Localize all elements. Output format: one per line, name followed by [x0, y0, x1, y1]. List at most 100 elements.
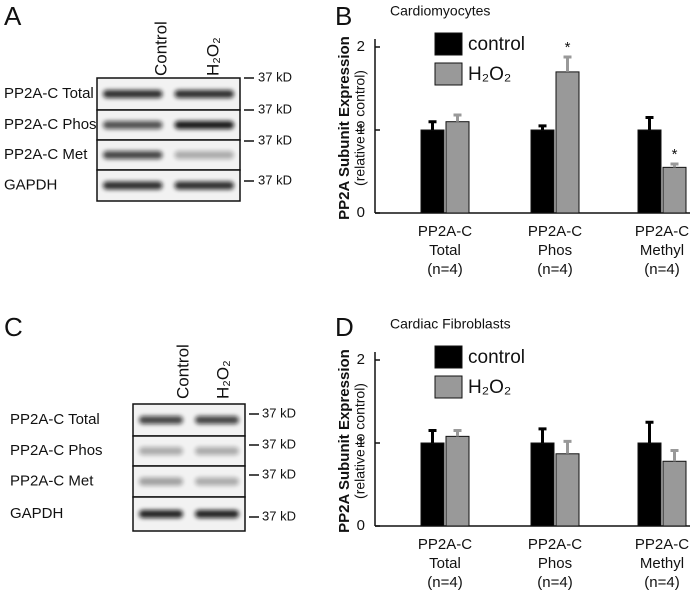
x-tick-label: Phos	[538, 242, 572, 259]
x-tick-label: (n=4)	[427, 574, 462, 591]
legend-label: control	[468, 347, 525, 368]
marker-label: 37 kD	[258, 132, 292, 147]
blot-band	[139, 447, 183, 455]
error-bar	[645, 420, 654, 443]
x-tick-label: PP2A-C	[528, 223, 582, 240]
blot-row-label: PP2A-C Met	[10, 472, 94, 489]
legend-label: H₂O₂	[468, 64, 511, 85]
bar	[420, 129, 445, 214]
x-tick-label: (n=4)	[537, 574, 572, 591]
blot-band	[139, 510, 183, 518]
bar	[420, 442, 445, 527]
error-bar	[453, 113, 462, 122]
legend-swatch	[434, 375, 463, 399]
blot-band	[103, 121, 163, 129]
blot-band	[103, 181, 163, 190]
error-bar	[428, 120, 437, 130]
y-axis-note: (relative to control)	[352, 383, 368, 499]
legend-swatch	[434, 32, 463, 56]
marker-label: 37 kD	[258, 172, 292, 187]
error-bar	[563, 55, 572, 72]
bar	[662, 460, 687, 527]
legend-swatch	[434, 62, 463, 86]
x-tick-label: (n=4)	[427, 261, 462, 278]
blot-band	[103, 90, 163, 98]
lane-label: Control	[151, 21, 170, 76]
y-axis-note: (relative to control)	[352, 70, 368, 186]
blot-row-label: PP2A-C Total	[10, 411, 100, 428]
error-bar	[453, 429, 462, 437]
panel-letter: C	[4, 312, 23, 342]
x-tick-label: (n=4)	[644, 261, 679, 278]
error-bar	[538, 427, 547, 443]
panel-letter: D	[335, 312, 354, 342]
error-bar	[645, 116, 654, 130]
legend-label: H₂O₂	[468, 377, 511, 398]
blot-band	[195, 510, 239, 518]
marker-label: 37 kD	[262, 508, 296, 523]
marker-label: 37 kD	[262, 466, 296, 481]
x-tick-label: PP2A-C	[635, 223, 689, 240]
y-axis-label: PP2A Subunit Expression	[336, 349, 353, 533]
marker-label: 37 kD	[262, 405, 296, 420]
blot-band	[195, 477, 239, 486]
bar	[530, 442, 555, 527]
y-tick-label: 2	[357, 351, 365, 368]
x-tick-label: PP2A-C	[418, 223, 472, 240]
blot-band	[139, 416, 183, 424]
y-tick-label: 1	[357, 121, 365, 138]
x-tick-label: (n=4)	[537, 261, 572, 278]
marker-label: 37 kD	[258, 101, 292, 116]
x-tick-label: Phos	[538, 555, 572, 572]
y-tick-label: 0	[357, 517, 365, 534]
bar	[555, 453, 580, 527]
blot-band	[174, 151, 234, 159]
bar	[530, 129, 555, 214]
blot-band	[195, 447, 239, 455]
blot-row-label: GAPDH	[10, 505, 63, 522]
x-tick-label: Methyl	[640, 242, 684, 259]
y-axis-label: PP2A Subunit Expression	[336, 36, 353, 220]
panel-letter: B	[335, 1, 352, 31]
y-tick-label: 2	[357, 38, 365, 55]
significance-mark: *	[565, 39, 571, 56]
bar	[445, 121, 470, 214]
blot-band	[174, 121, 234, 129]
error-bar	[670, 448, 679, 462]
legend-swatch	[434, 345, 463, 369]
lane-label: H₂O₂	[213, 360, 232, 399]
blot-band	[174, 90, 234, 98]
blot-row-label: GAPDH	[4, 176, 57, 193]
y-tick-label: 1	[357, 434, 365, 451]
blot-row-label: PP2A-C Met	[4, 146, 88, 163]
bar	[445, 435, 470, 527]
chart-title: Cardiomyocytes	[390, 3, 490, 19]
blot-band	[103, 151, 163, 159]
x-tick-label: Total	[429, 242, 461, 259]
bar	[555, 71, 580, 214]
y-tick-label: 0	[357, 204, 365, 221]
chart-title: Cardiac Fibroblasts	[390, 316, 511, 332]
legend-label: control	[468, 34, 525, 55]
error-bar	[563, 439, 572, 454]
error-bar	[670, 162, 679, 168]
x-tick-label: PP2A-C	[528, 536, 582, 553]
blot-band	[195, 416, 239, 424]
significance-mark: *	[672, 146, 678, 163]
x-tick-label: (n=4)	[644, 574, 679, 591]
x-tick-label: PP2A-C	[418, 536, 472, 553]
blot-band	[139, 477, 183, 486]
panel-letter: A	[4, 1, 22, 31]
x-tick-label: Total	[429, 555, 461, 572]
error-bar	[428, 429, 437, 443]
lane-label: H₂O₂	[203, 37, 222, 76]
blot-band	[174, 181, 234, 190]
blot-row-label: PP2A-C Total	[4, 85, 94, 102]
bar	[637, 442, 662, 527]
bar	[662, 166, 687, 214]
x-tick-label: Methyl	[640, 555, 684, 572]
blot-row-label: PP2A-C Phos	[10, 442, 103, 459]
marker-label: 37 kD	[262, 436, 296, 451]
bar	[637, 129, 662, 214]
